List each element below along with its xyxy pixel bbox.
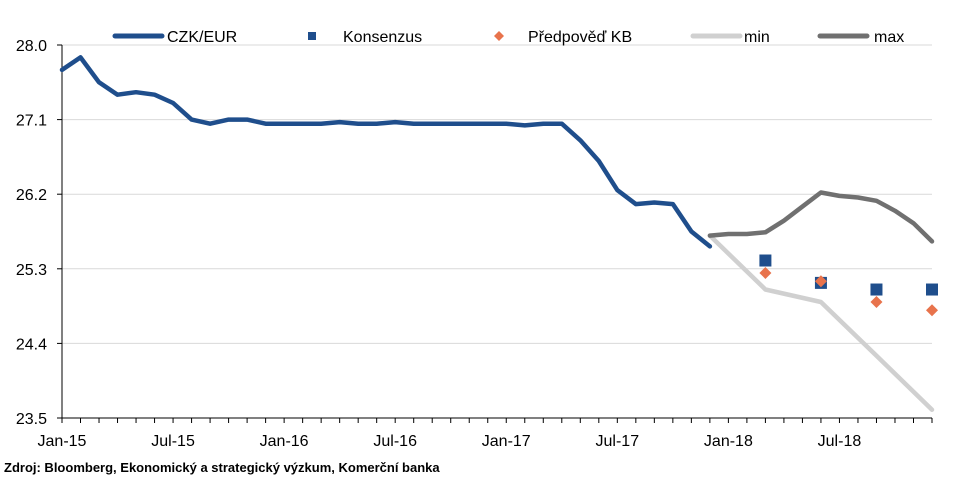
legend-swatch-p-edpov-kb — [494, 31, 504, 41]
x-tick-label: Jan-16 — [260, 433, 309, 450]
legend-label-czk-eur: CZK/EUR — [167, 29, 237, 46]
data-point-konsenzus — [759, 254, 772, 267]
data-point-konsenzus — [926, 283, 938, 296]
data-point-p-edpov-kb — [926, 304, 938, 317]
y-tick-label: 28.0 — [16, 38, 47, 55]
x-tick-label: Jan-18 — [704, 433, 753, 450]
series-layer — [59, 55, 938, 412]
legend-swatch-konsenzus — [308, 32, 316, 40]
x-tick-label: Jul-17 — [596, 433, 640, 450]
x-tick-label: Jul-18 — [818, 433, 862, 450]
legend-label-min: min — [744, 29, 770, 46]
y-tick-label: 27.1 — [16, 113, 47, 130]
x-tick-label: Jul-15 — [151, 433, 195, 450]
y-tick-label: 23.5 — [16, 411, 47, 428]
source-note: Zdroj: Bloomberg, Ekonomický a strategic… — [4, 460, 440, 475]
y-tick-label: 25.3 — [16, 262, 47, 279]
series-line-czk-eur — [59, 55, 713, 249]
legend: CZK/EUR Konsenzus Předpověď KB min max — [112, 29, 904, 46]
data-point-p-edpov-kb — [814, 275, 827, 288]
legend-label-max: max — [874, 29, 904, 46]
legend-label-konsenzus: Konsenzus — [343, 29, 422, 46]
series-line-max — [707, 190, 935, 244]
data-point-p-edpov-kb — [759, 266, 772, 279]
legend-label-p-edpov-kb: Předpověď KB — [528, 29, 632, 46]
y-tick-label: 26.2 — [16, 187, 47, 204]
x-tick-label: Jan-17 — [482, 433, 531, 450]
axes: 28.0 27.1 26.2 25.3 24.4 23.5 Jan-15 Jul-15 Jan-… — [16, 38, 933, 450]
y-tick-label: 24.4 — [16, 336, 47, 353]
x-tick-label: Jul-16 — [373, 433, 417, 450]
data-point-konsenzus — [870, 283, 883, 296]
series-line-min — [707, 233, 935, 412]
x-tick-label: Jan-15 — [38, 433, 87, 450]
data-point-p-edpov-kb — [870, 295, 883, 308]
grid — [62, 44, 932, 344]
